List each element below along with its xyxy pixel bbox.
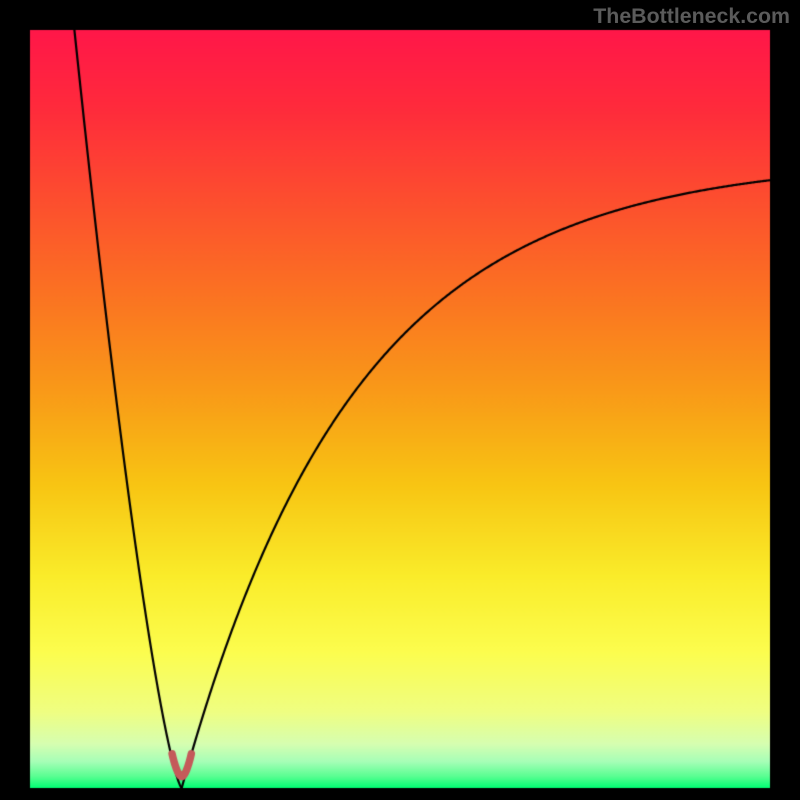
- bottleneck-curve-chart: [0, 0, 800, 800]
- chart-container: TheBottleneck.com: [0, 0, 800, 800]
